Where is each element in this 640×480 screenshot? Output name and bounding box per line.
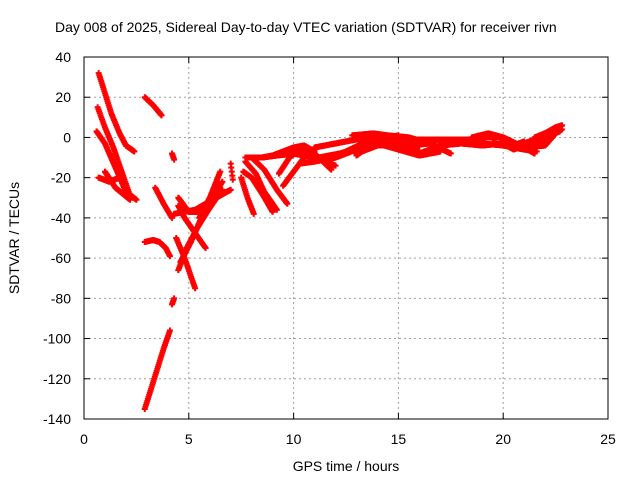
x-tick-labels: 0 5 10 15 20 25: [80, 431, 616, 447]
x-axis-label: GPS time / hours: [293, 458, 400, 474]
data-points: [93, 70, 565, 412]
series-track-12: [173, 235, 199, 292]
series-track-19: [227, 160, 236, 183]
grid: [84, 57, 608, 419]
data-point: [166, 327, 173, 334]
data-point: [227, 186, 234, 193]
y-axis-label: SDTVAR / TECUs: [6, 182, 22, 294]
x-tick-label: 0: [80, 431, 88, 447]
y-tick-labels: -140 -120 -100 -80 -60 -40 -20 0 20 40: [43, 49, 71, 427]
series-track-8: [152, 184, 176, 221]
data-point: [171, 295, 178, 302]
data-point: [131, 148, 138, 155]
data-point: [192, 285, 199, 292]
data-point: [447, 150, 454, 157]
data-point: [301, 154, 308, 161]
y-tick-label: -20: [51, 170, 71, 186]
data-point: [116, 174, 123, 181]
series-track-1: [95, 70, 138, 155]
data-point: [217, 168, 224, 175]
data-point: [229, 176, 236, 183]
x-tick-label: 15: [391, 431, 407, 447]
y-tick-label: -120: [43, 371, 71, 387]
data-point: [533, 148, 540, 155]
series-track-23: [248, 154, 291, 207]
chart-title: Day 008 of 2025, Sidereal Day-to-day VTE…: [55, 19, 557, 35]
data-point: [328, 166, 335, 173]
data-point: [558, 122, 565, 129]
series-track-7: [141, 237, 173, 260]
y-tick-label: -80: [51, 290, 71, 306]
axis-ticks: [83, 56, 609, 420]
series-track-11: [169, 150, 178, 163]
data-point: [202, 245, 209, 252]
y-tick-label: 40: [55, 49, 71, 65]
y-tick-label: 0: [63, 129, 71, 145]
series-track-9: [141, 327, 173, 412]
y-tick-label: 20: [55, 89, 71, 105]
data-point: [169, 214, 176, 221]
data-point: [284, 200, 291, 207]
series-track-10: [169, 295, 178, 308]
x-tick-label: 20: [495, 431, 511, 447]
data-point: [273, 206, 280, 213]
series-track-18: [196, 168, 224, 221]
plot-frame: [83, 56, 609, 420]
data-point: [171, 156, 178, 163]
data-point: [127, 196, 134, 203]
y-tick-label: -60: [51, 250, 71, 266]
data-point: [219, 178, 226, 185]
data-point: [158, 112, 165, 119]
data-point: [556, 128, 563, 135]
series-track-5: [101, 168, 134, 203]
data-point: [166, 253, 173, 260]
x-tick-label: 10: [286, 431, 302, 447]
data-point: [219, 186, 226, 193]
y-tick-label: -140: [43, 411, 71, 427]
series-track-48: [510, 128, 563, 151]
series-track-6: [141, 94, 165, 119]
y-tick-label: -100: [43, 331, 71, 347]
x-tick-label: 25: [600, 431, 616, 447]
x-tick-label: 5: [185, 431, 193, 447]
data-point: [332, 162, 339, 169]
data-point: [133, 196, 140, 203]
series-track-20: [238, 174, 257, 217]
data-point: [250, 210, 257, 217]
y-tick-label: -40: [51, 210, 71, 226]
data-point: [269, 208, 276, 215]
